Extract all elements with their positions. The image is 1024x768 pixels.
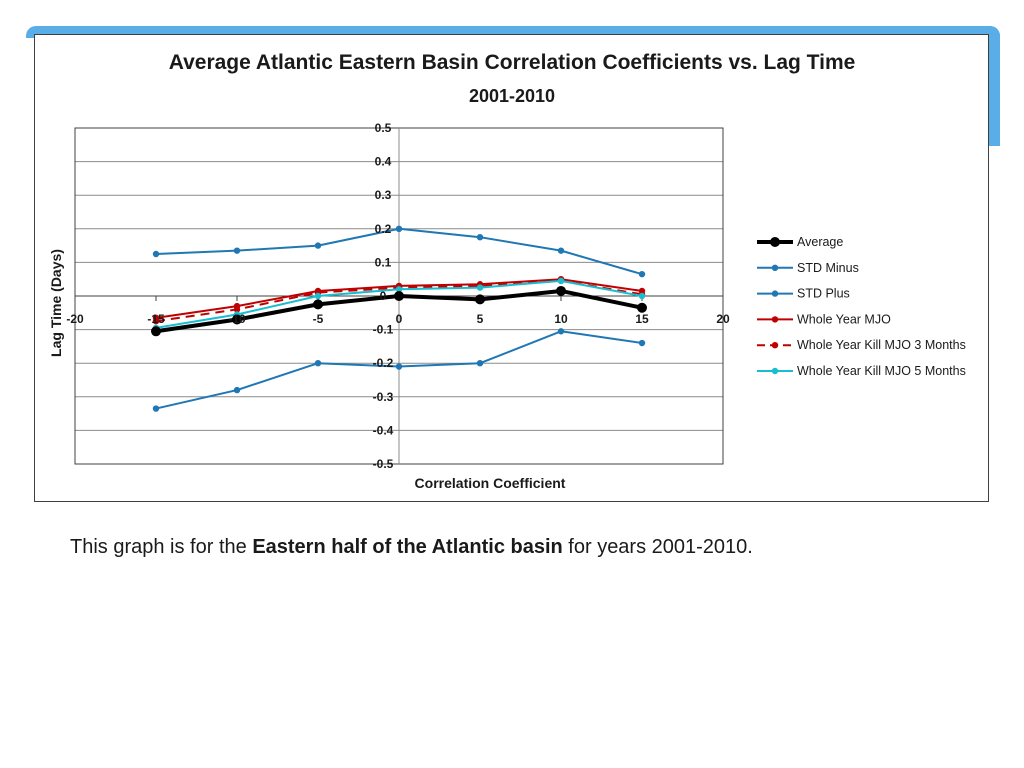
data-point [395, 363, 403, 370]
series-std-minus [152, 225, 646, 278]
y-tick-label: 0 [380, 289, 387, 303]
legend-entry: Whole Year MJO [757, 312, 891, 326]
legend-label: STD Plus [797, 287, 850, 301]
legend-entry: Whole Year Kill MJO 3 Months [757, 338, 966, 352]
data-point [233, 247, 241, 254]
x-tick-label: -15 [147, 312, 165, 326]
data-point [557, 328, 565, 335]
data-point [476, 284, 484, 291]
slide-caption: This graph is for the Eastern half of th… [70, 536, 753, 559]
legend-label: STD Minus [797, 261, 859, 275]
data-point [151, 326, 161, 337]
legend-label: Average [797, 235, 843, 249]
data-point [475, 294, 485, 305]
data-point [314, 292, 322, 300]
x-tick-label: 0 [396, 312, 403, 326]
legend-entry: Whole Year Kill MJO 5 Months [757, 364, 966, 378]
legend-marker [771, 342, 779, 349]
caption-prefix: This graph is for the [70, 536, 253, 558]
y-tick-label: -0.5 [373, 457, 394, 471]
legend-marker [770, 237, 780, 247]
data-point [313, 299, 323, 310]
y-tick-label: 0.5 [375, 121, 392, 135]
data-point [638, 270, 646, 278]
x-tick-label: -20 [66, 312, 84, 326]
y-tick-label: 0.3 [375, 188, 392, 202]
data-point [395, 225, 403, 232]
y-tick-label: 0.1 [375, 255, 392, 269]
legend-entry: STD Minus [757, 261, 859, 275]
y-tick-label: -0.3 [373, 390, 394, 404]
series-group [151, 225, 647, 412]
data-point [637, 302, 647, 313]
data-point [233, 306, 241, 313]
x-tick-label: -5 [313, 312, 324, 326]
y-tick-label: -0.2 [373, 356, 394, 370]
tick-labels: 0.50.40.30.20.10-0.1-0.2-0.3-0.4-0.5-20-… [66, 121, 730, 471]
legend-label: Whole Year MJO [797, 312, 891, 326]
chart-subtitle: 2001-2010 [469, 86, 555, 106]
data-point [232, 314, 242, 325]
x-tick-label: 10 [554, 312, 568, 326]
x-tick-label: 20 [716, 312, 730, 326]
legend: Average STD Minus STD Plus Whole Year MJO Wh… [757, 235, 966, 378]
series-std-plus [152, 328, 646, 412]
y-tick-label: 0.2 [375, 222, 392, 236]
y-tick-label: 0.4 [375, 155, 392, 169]
line-chart: Average Atlantic Eastern Basin Correlati… [48, 51, 966, 491]
y-tick-label: -0.4 [373, 423, 394, 437]
legend-label: Whole Year Kill MJO 3 Months [797, 338, 966, 352]
data-point [638, 339, 646, 347]
caption-bold: Eastern half of the Atlantic basin [252, 536, 563, 558]
legend-entry: Average [757, 235, 843, 249]
data-point [314, 242, 322, 249]
caption-suffix: for years 2001-2010. [562, 536, 753, 558]
data-point [638, 292, 646, 300]
legend-marker [771, 316, 779, 323]
x-axis-label: Correlation Coefficient [415, 475, 566, 491]
x-tick-label: 15 [635, 312, 649, 326]
series-whole-year-kill-mjo-5-months [152, 277, 646, 332]
data-point [314, 360, 322, 367]
chart-frame: Average Atlantic Eastern Basin Correlati… [34, 34, 989, 502]
x-tick-label: -10 [228, 312, 246, 326]
legend-marker [771, 367, 779, 375]
data-point [233, 386, 241, 394]
legend-marker [771, 264, 779, 271]
chart-title: Average Atlantic Eastern Basin Correlati… [169, 51, 856, 74]
data-point [395, 286, 403, 293]
data-point [152, 318, 160, 325]
data-point [556, 285, 566, 296]
legend-marker [771, 290, 779, 297]
legend-label: Whole Year Kill MJO 5 Months [797, 364, 966, 378]
series-average [151, 285, 647, 337]
data-point [476, 234, 484, 241]
slide-accent-right [986, 26, 1000, 146]
data-point [557, 277, 565, 285]
data-point [476, 360, 484, 367]
data-point [152, 405, 160, 412]
legend-entry: STD Plus [757, 287, 850, 301]
data-point [394, 291, 404, 301]
data-point [152, 250, 160, 258]
x-tick-label: 5 [477, 312, 484, 326]
y-axis-label: Lag Time (Days) [48, 249, 64, 357]
data-point [557, 247, 565, 254]
y-tick-label: -0.1 [373, 323, 394, 337]
